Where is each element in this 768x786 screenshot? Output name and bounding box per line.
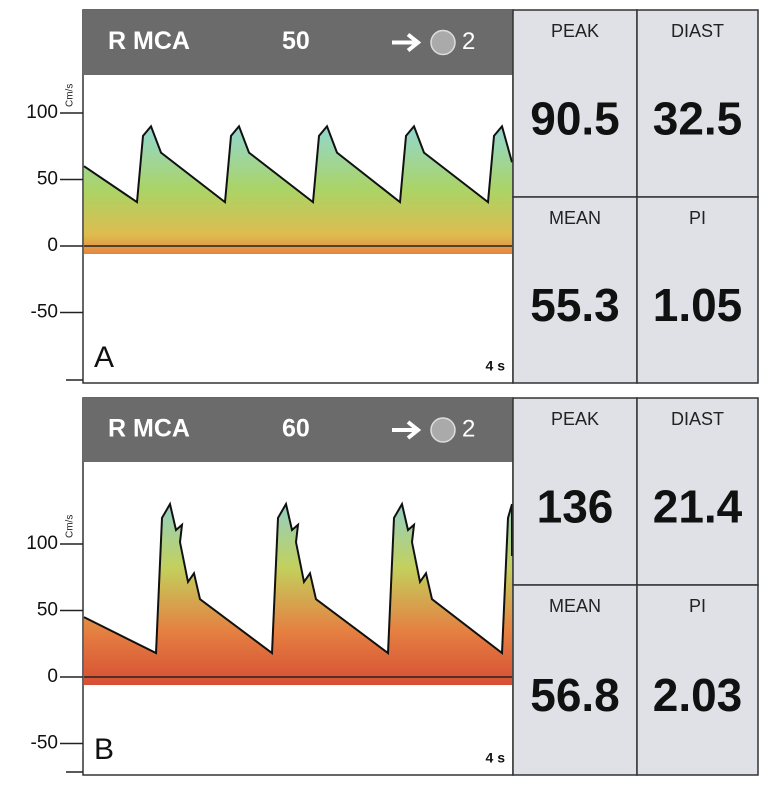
y-tick-label: 0 — [47, 666, 58, 687]
metric-cell — [636, 196, 759, 384]
y-tick-label: 0 — [47, 235, 58, 256]
metric-value: 2.03 — [653, 669, 743, 721]
depth: 60 — [282, 415, 310, 443]
y-tick-label: 100 — [26, 102, 58, 123]
duration: 4 s — [486, 358, 506, 374]
y-tick-label: 100 — [26, 533, 58, 554]
metric-value: 136 — [537, 480, 614, 532]
direction-arrow — [392, 420, 422, 440]
metric-value: 21.4 — [653, 480, 743, 532]
metric-value: 90.5 — [530, 92, 620, 144]
doppler-spectrum — [84, 504, 512, 685]
metric-value: 56.8 — [530, 669, 620, 721]
metric-name: MEAN — [549, 208, 601, 228]
gate: 2 — [462, 415, 475, 442]
metric-cell — [512, 196, 638, 384]
metric-cell — [636, 397, 759, 586]
metric-value: 32.5 — [653, 92, 743, 144]
panel-label: A — [94, 341, 114, 374]
metric-name: DIAST — [671, 21, 724, 41]
duration: 4 s — [486, 750, 506, 766]
metric-name: DIAST — [671, 409, 724, 429]
panel-label: B — [94, 733, 114, 766]
gate-circle — [430, 417, 456, 443]
envelope — [83, 124, 513, 205]
gate-circle — [430, 29, 456, 56]
metric-name: PI — [689, 208, 706, 228]
doppler-spectrum — [84, 126, 512, 254]
metric-name: PEAK — [551, 21, 599, 41]
metric-cell — [636, 9, 759, 198]
vessel: R MCA — [108, 27, 190, 55]
metric-name: MEAN — [549, 596, 601, 616]
gate: 2 — [462, 28, 475, 55]
metric-name: PI — [689, 596, 706, 616]
metric-cell — [512, 397, 638, 586]
unit: Cm/s — [65, 515, 76, 538]
unit: Cm/s — [65, 84, 76, 107]
metric-cell — [512, 9, 638, 198]
direction-arrow — [392, 32, 422, 53]
vessel: R MCA — [108, 415, 190, 443]
metric-cell — [636, 584, 759, 776]
depth: 50 — [282, 27, 310, 55]
y-tick-label: -50 — [31, 733, 58, 754]
metric-value: 1.05 — [653, 279, 743, 331]
metric-value: 55.3 — [530, 279, 620, 331]
envelope — [83, 501, 513, 656]
y-tick-label: 50 — [37, 169, 58, 190]
y-tick-label: -50 — [31, 302, 58, 323]
metric-name: PEAK — [551, 409, 599, 429]
metric-cell — [512, 584, 638, 776]
y-tick-label: 50 — [37, 600, 58, 621]
